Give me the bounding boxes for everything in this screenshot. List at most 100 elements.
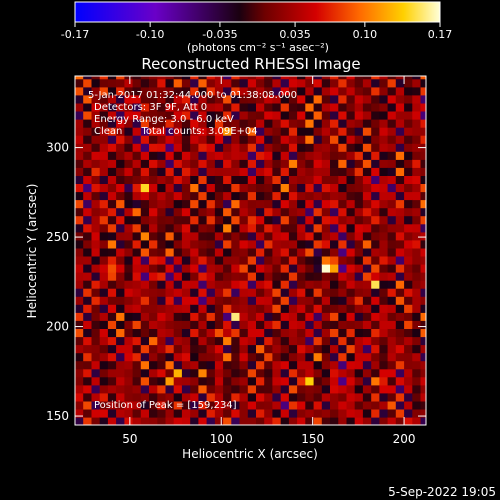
- x-tick-label: 50: [122, 432, 137, 446]
- heatmap-cell: [99, 127, 109, 136]
- heatmap-cell: [330, 167, 339, 176]
- heatmap-cell: [132, 86, 142, 96]
- heatmap-cell: [206, 78, 216, 88]
- heatmap-cell: [354, 143, 364, 152]
- heatmap-cell: [173, 400, 183, 410]
- heatmap-cell: [83, 239, 92, 249]
- heatmap-cell: [223, 94, 232, 104]
- heatmap-cell: [107, 199, 117, 209]
- heatmap-cell: [157, 320, 167, 329]
- heatmap-cell: [264, 135, 273, 144]
- heatmap-cell: [223, 151, 232, 160]
- heatmap-cell: [190, 344, 199, 354]
- heatmap-cell: [223, 191, 232, 201]
- heatmap-cell: [379, 352, 389, 362]
- heatmap-cell: [321, 280, 331, 289]
- heatmap-cell: [83, 272, 92, 281]
- heatmap-cell: [371, 344, 380, 354]
- heatmap-cell: [387, 376, 397, 386]
- heatmap-cell: [338, 352, 348, 362]
- heatmap-cell: [247, 151, 257, 160]
- heatmap-cell: [404, 384, 413, 394]
- heatmap-cell: [288, 247, 298, 257]
- heatmap-cell: [75, 360, 84, 370]
- heatmap-cell: [387, 167, 397, 176]
- heatmap-cell: [346, 102, 356, 112]
- heatmap-cell: [288, 223, 298, 233]
- heatmap-cell: [83, 207, 92, 217]
- heatmap-cell: [157, 400, 167, 410]
- heatmap-cell: [387, 368, 397, 378]
- heatmap-cell: [165, 376, 175, 386]
- heatmap-cell: [198, 239, 208, 249]
- heatmap-cell: [305, 272, 315, 281]
- heatmap-cell: [223, 280, 232, 289]
- heatmap-cell: [198, 247, 208, 257]
- heatmap-cell: [165, 78, 175, 88]
- heatmap-cell: [132, 312, 142, 321]
- heatmap-cell: [231, 199, 241, 209]
- heatmap-cell: [404, 360, 413, 370]
- heatmap-cell: [116, 215, 125, 225]
- heatmap-cell: [321, 384, 331, 394]
- heatmap-cell: [99, 376, 109, 386]
- heatmap-cell: [272, 368, 282, 378]
- heatmap-cell: [223, 255, 232, 265]
- heatmap-cell: [132, 368, 142, 378]
- heatmap-cell: [330, 344, 339, 354]
- heatmap-cell: [297, 384, 306, 394]
- heatmap-cell: [297, 102, 306, 112]
- heatmap-cell: [288, 360, 298, 370]
- heatmap-cell: [305, 151, 315, 160]
- heatmap-cell: [83, 320, 92, 329]
- heatmap-cell: [305, 352, 315, 362]
- heatmap-cell: [346, 368, 356, 378]
- heatmap-cell: [116, 416, 125, 425]
- heatmap-cell: [223, 215, 232, 225]
- heatmap-cell: [165, 231, 175, 241]
- heatmap-cell: [379, 376, 389, 386]
- heatmap-cell: [379, 400, 389, 410]
- heatmap-cell: [420, 183, 426, 193]
- heatmap-cell: [371, 151, 380, 160]
- heatmap-cell: [321, 127, 331, 136]
- heatmap-cell: [288, 392, 298, 402]
- heatmap-cell: [404, 231, 413, 241]
- heatmap-cell: [371, 215, 380, 225]
- heatmap-cell: [99, 280, 109, 289]
- heatmap-cell: [231, 239, 241, 249]
- heatmap-cell: [239, 392, 249, 402]
- heatmap-cell: [214, 376, 224, 386]
- heatmap-cell: [379, 94, 389, 104]
- heatmap-cell: [91, 368, 101, 378]
- heatmap-cell: [132, 76, 142, 80]
- heatmap-cell: [214, 135, 224, 144]
- heatmap-cell: [132, 360, 142, 370]
- heatmap-cell: [140, 247, 150, 257]
- heatmap-cell: [404, 352, 413, 362]
- heatmap-cell: [346, 175, 356, 184]
- heatmap-cell: [420, 175, 426, 184]
- heatmap-cell: [198, 360, 208, 370]
- heatmap-cell: [346, 135, 356, 144]
- heatmap-cell: [387, 392, 397, 402]
- heatmap-cell: [404, 207, 413, 217]
- heatmap-cell: [354, 94, 364, 104]
- heatmap-cell: [99, 384, 109, 394]
- heatmap-cell: [272, 272, 282, 281]
- heatmap-cell: [214, 78, 224, 88]
- heatmap-cell: [354, 352, 364, 362]
- heatmap-cell: [157, 288, 167, 297]
- heatmap-cell: [124, 199, 134, 209]
- heatmap-cell: [264, 78, 273, 88]
- heatmap-cell: [190, 143, 199, 152]
- heatmap-cell: [206, 167, 216, 176]
- heatmap-cell: [149, 167, 158, 176]
- heatmap-cell: [379, 304, 389, 313]
- heatmap-cell: [198, 167, 208, 176]
- heatmap-cell: [198, 151, 208, 160]
- heatmap-cell: [395, 280, 405, 289]
- heatmap-cell: [190, 231, 199, 241]
